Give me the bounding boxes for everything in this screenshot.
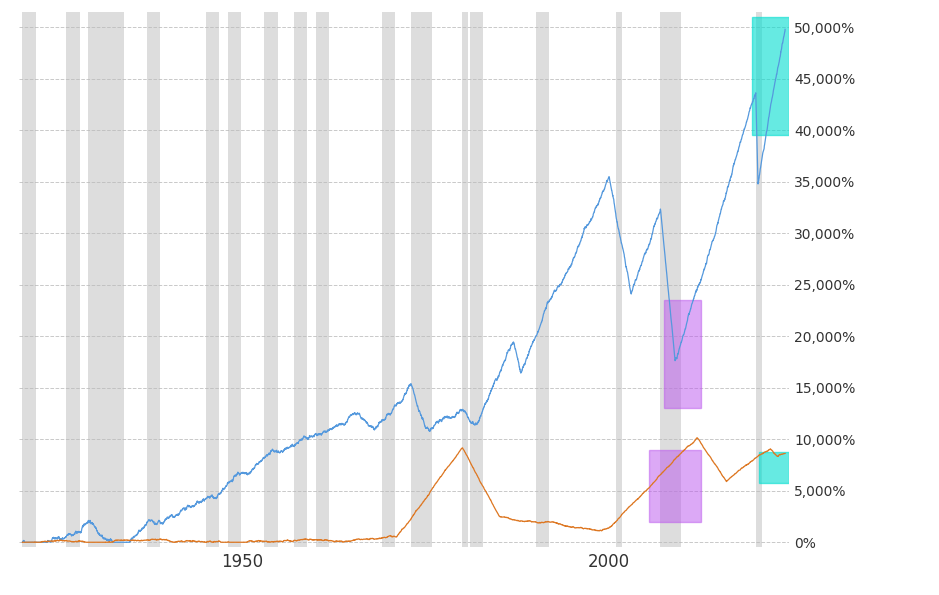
Bar [294,12,307,547]
Bar [760,452,789,483]
Bar [88,12,124,547]
Bar [616,12,623,547]
Bar [228,12,241,547]
Bar [316,12,329,547]
Bar [752,17,789,136]
Bar [650,450,700,522]
Bar [206,12,219,547]
Bar [756,12,762,547]
Bar [382,12,395,547]
Bar [660,12,681,547]
Bar [411,12,432,547]
Bar [67,12,80,547]
Bar [23,12,36,547]
Bar [664,300,700,408]
Bar [265,12,278,547]
Bar [536,12,549,547]
Bar [462,12,469,547]
Bar [470,12,483,547]
Bar [147,12,161,547]
